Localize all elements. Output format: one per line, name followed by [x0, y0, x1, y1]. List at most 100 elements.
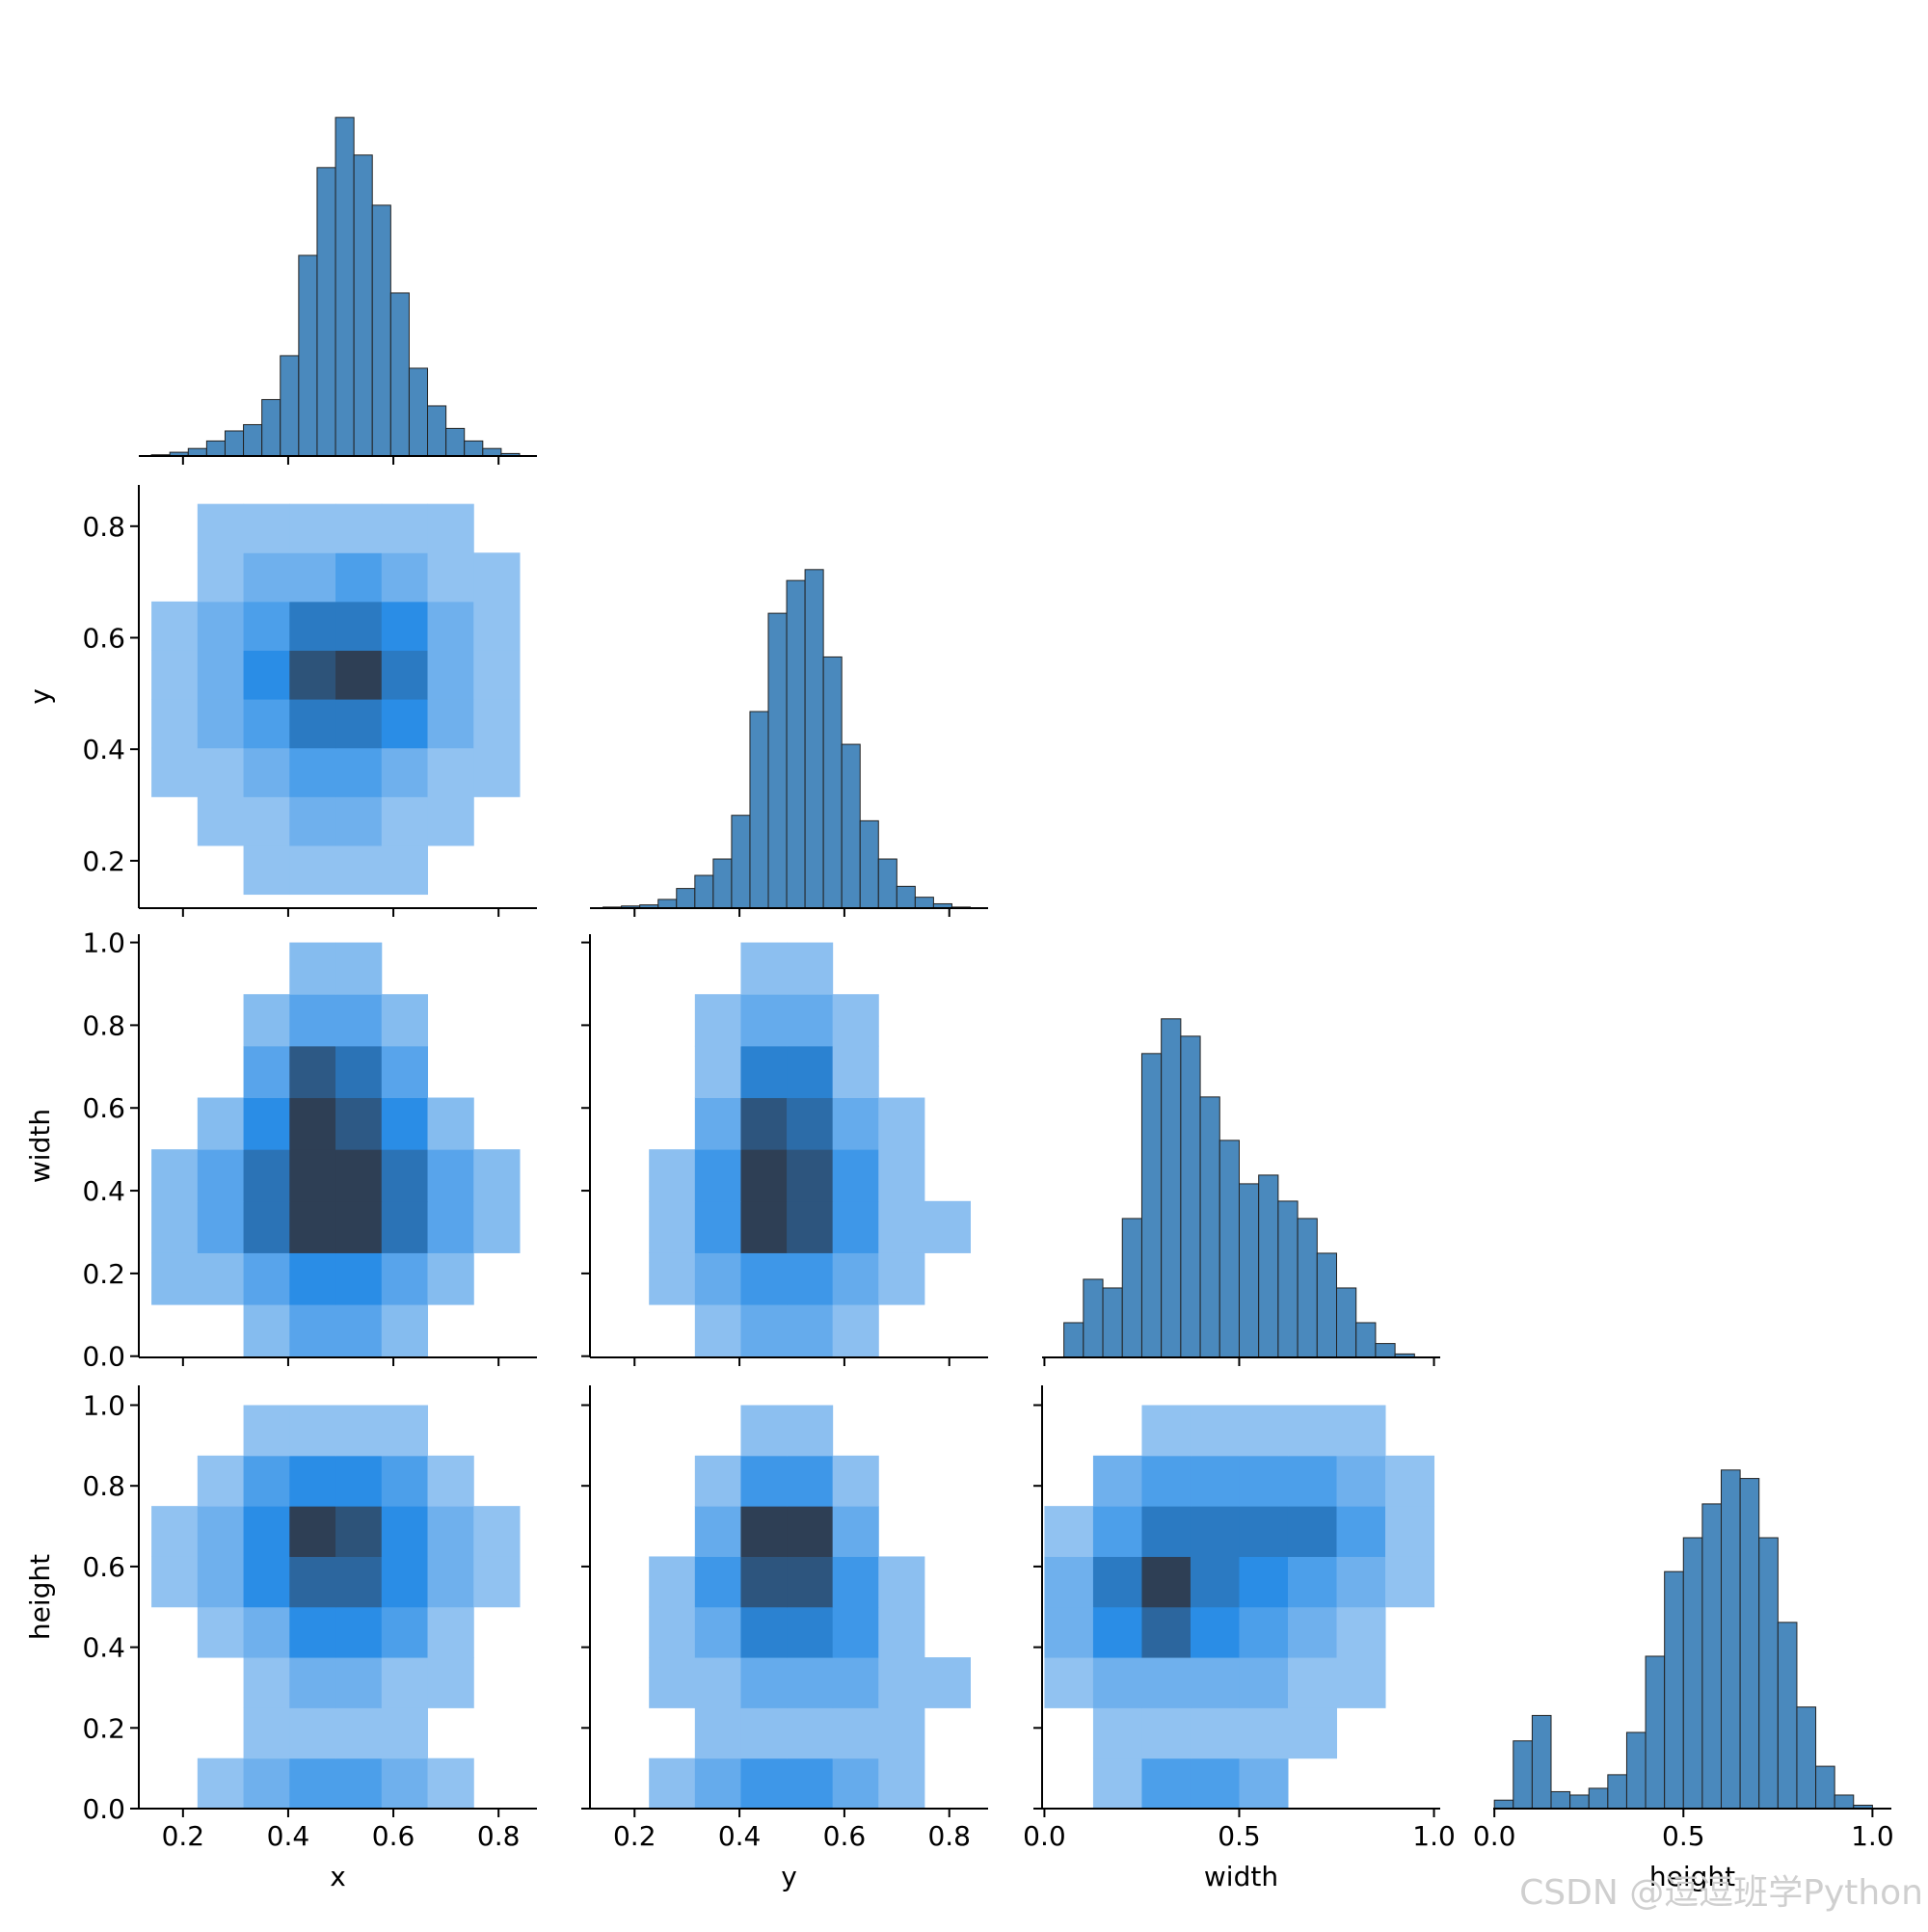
hist2d-cell	[740, 1097, 788, 1150]
hist-bar	[1777, 1622, 1798, 1810]
hist2d-cell	[335, 1707, 383, 1759]
hist2d-cell	[1336, 1657, 1386, 1708]
hist2d-cell	[289, 1556, 336, 1608]
hist2d-cell	[151, 1506, 199, 1557]
hist2d-cell	[649, 1149, 696, 1202]
hist2d-cell	[787, 1304, 834, 1357]
hist-bar	[694, 874, 714, 909]
x-tick-label: 0.8	[477, 1820, 521, 1852]
hist2d-cell	[197, 747, 245, 797]
y-tick-label: 0.0	[82, 1341, 125, 1373]
hist2d-cell	[335, 1455, 383, 1507]
hist2d-cell	[1239, 1455, 1289, 1507]
hist2d-cell	[335, 994, 383, 1047]
hist2d-cell	[381, 1606, 429, 1658]
hist2d-cell	[832, 1252, 879, 1305]
y-tick-label: 0.6	[82, 1092, 125, 1124]
hist2d-cell	[381, 1405, 429, 1457]
panel	[590, 569, 988, 917]
hist2d-cell	[243, 1506, 290, 1557]
hist2d-cell	[740, 1556, 788, 1608]
hist2d-cell	[289, 1097, 336, 1150]
hist-bar	[1531, 1714, 1552, 1810]
hist-bar	[1569, 1794, 1590, 1810]
hist2d-cell	[787, 1606, 834, 1658]
hist-bar	[1721, 1469, 1741, 1810]
panel	[1042, 1018, 1440, 1366]
x-tick-label: 0.6	[372, 1820, 415, 1852]
hist2d-cell	[197, 1556, 245, 1608]
hist2d-cell	[1287, 1455, 1338, 1507]
hist2d-cell	[740, 1657, 788, 1708]
hist-bar	[712, 858, 733, 909]
hist-bar	[371, 204, 391, 457]
hist2d-cell	[1190, 1506, 1240, 1557]
hist2d-cell	[787, 1149, 834, 1202]
hist2d-cell	[335, 796, 383, 846]
x-tick-label: 0.0	[1023, 1820, 1066, 1852]
hist2d-cell	[427, 1556, 474, 1608]
hist2d-cell	[694, 1149, 741, 1202]
hist2d-cell	[740, 1149, 788, 1202]
panel: 0.0 0.5 1.0 width	[1023, 1385, 1456, 1892]
hist-bar	[749, 711, 769, 909]
hist2d-cell	[649, 1252, 696, 1305]
hist2d-cell	[335, 1606, 383, 1658]
hist2d-cell	[243, 1405, 290, 1457]
hist2d-cell	[243, 1045, 290, 1099]
hist2d-cell	[335, 1097, 383, 1150]
y-axis-label: width	[24, 1109, 56, 1183]
hist-bar	[1355, 1322, 1377, 1358]
y-tick-label: 0.0	[82, 1793, 125, 1825]
hist-bar	[841, 743, 861, 909]
hist2d-cell	[473, 601, 521, 651]
y-axis-label: height	[24, 1554, 56, 1640]
hist2d-cell	[243, 747, 290, 797]
hist-bar	[1297, 1218, 1318, 1358]
hist2d-cell	[197, 650, 245, 700]
hist2d-cell	[878, 1657, 925, 1708]
hist2d-cell	[878, 1707, 925, 1759]
hist-bar	[859, 819, 879, 909]
hist2d-cell	[243, 1758, 290, 1810]
hist2d-cell	[473, 747, 521, 797]
hist-bar	[1199, 1096, 1220, 1358]
hist2d-cell	[1239, 1556, 1289, 1608]
hist2d-cell	[649, 1556, 696, 1608]
hist2d-cell	[289, 796, 336, 846]
hist-bar	[1758, 1537, 1779, 1810]
hist2d-cell	[1336, 1506, 1386, 1557]
hist2d-cell	[243, 1606, 290, 1658]
hist2d-cell	[694, 1097, 741, 1150]
hist2d-cell	[381, 845, 429, 896]
hist-bar	[676, 888, 696, 909]
y-tick-label: 0.4	[82, 1175, 125, 1207]
x-tick-label: 0.0	[1473, 1820, 1516, 1852]
hist2d-cell	[649, 1606, 696, 1658]
hist2d-cell	[381, 1252, 429, 1305]
hist2d-cell	[243, 845, 290, 896]
hist2d-cell	[243, 699, 290, 749]
hist2d-cell	[832, 1149, 879, 1202]
hist2d-cell	[381, 699, 429, 749]
hist2d-cell	[1287, 1707, 1338, 1759]
hist2d-cell	[1092, 1758, 1142, 1810]
hist2d-cell	[151, 1252, 199, 1305]
hist2d-cell	[427, 1097, 474, 1150]
hist-bar	[1218, 1140, 1240, 1358]
hist2d-cell	[335, 503, 383, 553]
x-tick-label: 0.6	[823, 1820, 867, 1852]
hist-bar	[1140, 1053, 1163, 1358]
hist2d-cell	[289, 747, 336, 797]
hist2d-cell	[787, 1405, 834, 1457]
hist2d-cell	[473, 1149, 521, 1202]
y-tick-label: 0.2	[82, 845, 125, 877]
hist2d-cell	[1044, 1506, 1094, 1557]
hist2d-cell	[1141, 1556, 1192, 1608]
hist2d-cell	[381, 1149, 429, 1202]
hist2d-cell	[694, 1200, 741, 1253]
hist2d-cell	[1239, 1606, 1289, 1658]
hist2d-cell	[381, 552, 429, 603]
x-tick-label: 0.4	[267, 1820, 310, 1852]
hist2d-cell	[289, 1045, 336, 1099]
